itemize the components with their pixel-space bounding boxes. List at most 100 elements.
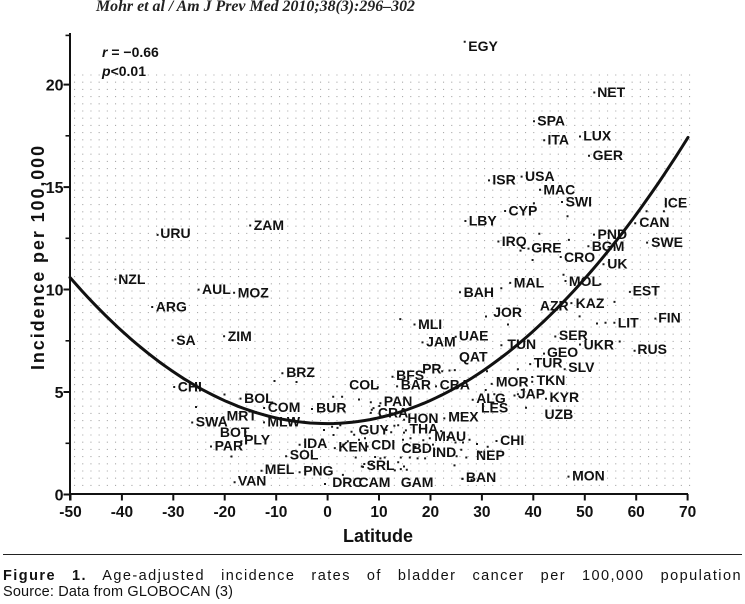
svg-text:MAC: MAC [543, 181, 575, 197]
svg-text:GUY: GUY [359, 421, 390, 437]
svg-text:CRA: CRA [378, 405, 408, 421]
svg-text:BRZ: BRZ [286, 364, 315, 380]
svg-text:SA: SA [176, 332, 195, 348]
svg-text:IDA: IDA [303, 435, 327, 451]
svg-text:THA: THA [410, 421, 439, 437]
svg-text:Incidence per 100,000: Incidence per 100,000 [28, 144, 48, 370]
svg-text:ITA: ITA [548, 132, 570, 148]
svg-text:SWA: SWA [196, 413, 228, 429]
svg-text:CYP: CYP [509, 203, 538, 219]
svg-text:UKR: UKR [584, 336, 614, 352]
svg-text:60: 60 [628, 504, 645, 521]
svg-text:URU: URU [160, 225, 190, 241]
svg-text:AUL: AUL [202, 281, 231, 297]
svg-text:MOR: MOR [496, 374, 529, 390]
svg-text:MEX: MEX [448, 409, 479, 425]
svg-text:-50: -50 [59, 504, 81, 521]
svg-text:0: 0 [323, 504, 332, 521]
svg-text:MRT: MRT [227, 408, 258, 424]
svg-text:30: 30 [473, 504, 490, 521]
svg-text:MLW: MLW [267, 413, 300, 429]
svg-text:NET: NET [597, 84, 625, 100]
svg-text:10: 10 [370, 504, 387, 521]
svg-text:UZB: UZB [545, 406, 574, 422]
svg-text:BOL: BOL [244, 390, 274, 406]
svg-text:KAZ: KAZ [576, 295, 605, 311]
svg-text:70: 70 [679, 504, 696, 521]
svg-text:NZL: NZL [118, 271, 146, 287]
svg-text:NEP: NEP [476, 447, 505, 463]
svg-text:ISR: ISR [492, 172, 515, 188]
svg-text:PLY: PLY [244, 431, 271, 447]
svg-text:MEL: MEL [265, 461, 295, 477]
svg-text:BAR: BAR [401, 377, 431, 393]
svg-text:SRL: SRL [367, 457, 395, 473]
svg-text:GER: GER [593, 147, 623, 163]
svg-text:EGY: EGY [468, 38, 498, 54]
svg-text:ZIM: ZIM [228, 328, 252, 344]
svg-text:JAP: JAP [518, 385, 545, 401]
svg-text:SLV: SLV [568, 359, 595, 375]
svg-text:TUN: TUN [507, 336, 536, 352]
svg-text:GAM: GAM [401, 474, 434, 490]
svg-text:SER: SER [559, 327, 588, 343]
svg-text:BAN: BAN [466, 469, 496, 485]
svg-text:BGM: BGM [592, 238, 625, 254]
svg-text:5: 5 [55, 385, 64, 402]
svg-text:SOL: SOL [290, 447, 319, 463]
svg-text:PR: PR [422, 360, 441, 376]
svg-text:CAN: CAN [639, 214, 669, 230]
svg-text:SWE: SWE [651, 234, 683, 250]
svg-text:BFS: BFS [396, 367, 424, 383]
svg-text:-40: -40 [111, 504, 133, 521]
svg-text:TKN: TKN [537, 372, 566, 388]
svg-text:PNG: PNG [303, 463, 333, 479]
svg-text:40: 40 [525, 504, 542, 521]
svg-text:MLI: MLI [418, 316, 442, 332]
svg-text:EST: EST [633, 282, 661, 298]
svg-text:LBY: LBY [469, 213, 498, 229]
svg-text:KEN: KEN [338, 439, 368, 455]
svg-text:LES: LES [481, 400, 508, 416]
svg-text:CBD: CBD [402, 440, 432, 456]
svg-text:MOL: MOL [569, 273, 601, 289]
svg-text:20: 20 [46, 77, 64, 94]
svg-text:ZAM: ZAM [254, 217, 284, 233]
svg-text:AZR: AZR [540, 298, 569, 314]
svg-text:20: 20 [422, 504, 439, 521]
svg-text:15: 15 [46, 180, 64, 197]
svg-text:FIN: FIN [658, 309, 681, 325]
svg-text:IND: IND [432, 444, 456, 460]
svg-text:MOZ: MOZ [238, 284, 270, 300]
svg-text:DRC: DRC [332, 474, 362, 490]
svg-text:LIT: LIT [618, 315, 639, 331]
svg-text:UK: UK [607, 256, 627, 272]
svg-text:r = −0.66: r = −0.66 [102, 44, 159, 60]
svg-text:-20: -20 [213, 504, 235, 521]
svg-text:MAU: MAU [434, 428, 466, 444]
svg-text:10: 10 [46, 282, 64, 299]
svg-text:CHI: CHI [178, 378, 202, 394]
svg-text:p<0.01: p<0.01 [101, 63, 146, 79]
svg-text:BAH: BAH [464, 284, 494, 300]
svg-text:JAM: JAM [426, 334, 456, 350]
svg-text:50: 50 [576, 504, 593, 521]
svg-text:-30: -30 [162, 504, 184, 521]
svg-text:VAN: VAN [238, 472, 267, 488]
svg-text:GRE: GRE [531, 240, 561, 256]
svg-text:0: 0 [55, 487, 64, 504]
svg-text:COM: COM [268, 399, 301, 415]
svg-text:BOT: BOT [220, 424, 250, 440]
svg-text:KYR: KYR [550, 389, 580, 405]
svg-text:Latitude: Latitude [343, 526, 413, 546]
svg-text:COL: COL [349, 377, 379, 393]
svg-text:-10: -10 [265, 504, 287, 521]
svg-text:CBA: CBA [440, 377, 470, 393]
svg-text:QAT: QAT [459, 348, 488, 364]
svg-text:CDI: CDI [371, 437, 395, 453]
svg-text:PND: PND [598, 226, 628, 242]
svg-text:SWI: SWI [566, 194, 592, 210]
svg-text:PAR: PAR [215, 438, 244, 454]
svg-text:UAE: UAE [459, 327, 489, 343]
svg-text:TUR: TUR [534, 355, 563, 371]
